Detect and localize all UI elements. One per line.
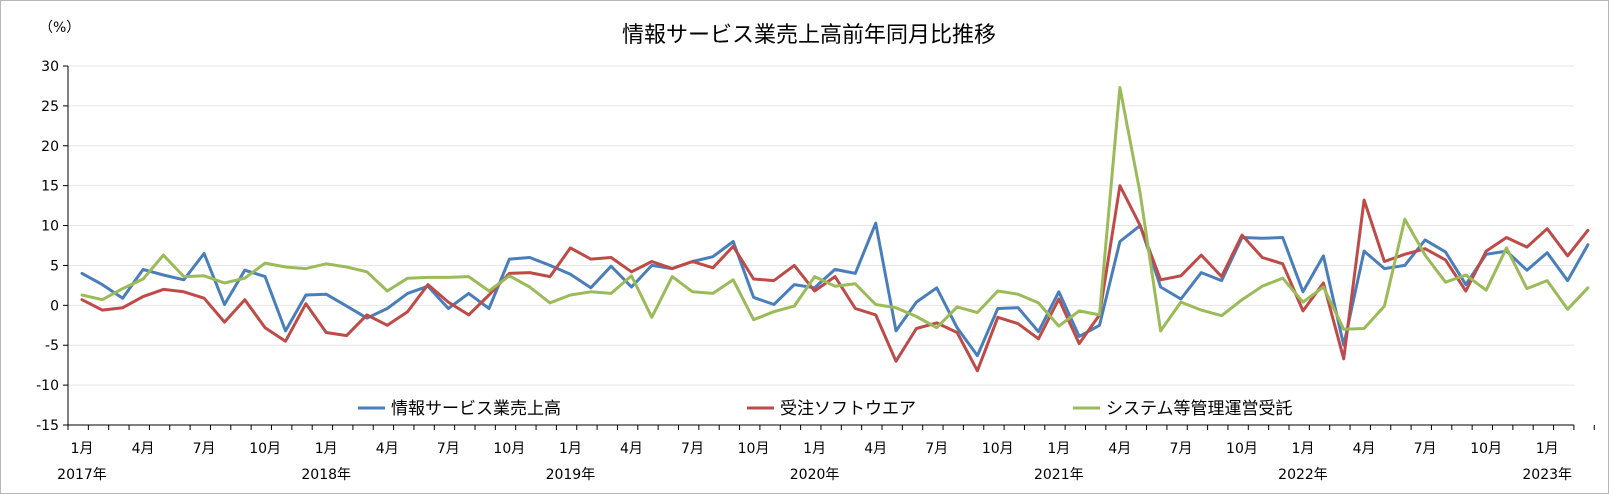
x-month-label: 10月: [493, 441, 525, 457]
x-month-label: 7月: [681, 441, 704, 457]
x-month-label: 10月: [249, 441, 281, 457]
x-month-label: 1月: [1047, 441, 1070, 457]
x-year-label: 2019年: [546, 467, 596, 483]
y-tick-label: -5: [45, 338, 59, 354]
y-tick-label: 15: [41, 179, 59, 195]
x-month-label: 4月: [132, 441, 155, 457]
series-lines: [80, 86, 1590, 373]
y-tick-label: 25: [41, 99, 59, 115]
x-year-label: 2022年: [1278, 467, 1328, 483]
y-axis-unit: （%）: [39, 20, 80, 36]
x-year-label: 2018年: [301, 467, 351, 483]
x-month-label: 1月: [1536, 441, 1559, 457]
x-month-label: 7月: [1169, 441, 1192, 457]
legend: 情報サービス業売上高 受注ソフトウエア システム等管理運営受託: [358, 399, 1293, 419]
y-tick-label: 0: [50, 298, 59, 314]
x-month-label: 4月: [1353, 441, 1376, 457]
x-month-label: 4月: [864, 441, 887, 457]
legend-label-3: システム等管理運営受託: [1106, 399, 1293, 419]
x-month-label: 1月: [559, 441, 582, 457]
x-year-label: 2021年: [1034, 467, 1084, 483]
x-month-label: 4月: [376, 441, 399, 457]
x-month-label: 7月: [1414, 441, 1437, 457]
x-month-label: 10月: [738, 441, 770, 457]
series-line-3: [80, 86, 1590, 333]
x-month-label: 10月: [1470, 441, 1502, 457]
x-month-label: 1月: [71, 441, 94, 457]
x-month-label: 4月: [620, 441, 643, 457]
x-month-label: 10月: [982, 441, 1014, 457]
x-month-label: 1月: [1292, 441, 1315, 457]
x-month-label: 1月: [315, 441, 338, 457]
axes: [63, 65, 1595, 430]
y-tick-label: 20: [41, 139, 59, 155]
series-line-2: [80, 184, 1590, 373]
legend-label-2: 受注ソフトウエア: [780, 399, 916, 419]
x-month-label: 7月: [193, 441, 216, 457]
x-month-label: 1月: [803, 441, 826, 457]
x-year-label: 2017年: [57, 467, 107, 483]
x-month-label: 4月: [1108, 441, 1131, 457]
x-year-label: 2023年: [1522, 467, 1572, 483]
x-tick-labels: 1月 4月 7月 10月 1月 4月 7月 10月 1月 4月 7月 10月 1月 4月 7月 10月 1月 4月…: [57, 441, 1572, 483]
series-line-1: [80, 221, 1590, 358]
y-tick-label: 5: [50, 258, 59, 274]
gridlines: [68, 65, 1574, 386]
y-tick-label: -15: [36, 418, 59, 434]
y-tick-labels: 30 25 20 15 10 5 0 -5 -10 -15: [36, 59, 59, 434]
y-tick-label: -10: [36, 378, 59, 394]
y-tick-label: 10: [41, 219, 59, 235]
x-month-label: 7月: [437, 441, 460, 457]
y-tick-label: 30: [41, 59, 59, 75]
legend-label-1: 情報サービス業売上高: [391, 399, 561, 419]
chart-title: 情報サービス業売上高前年同月比推移: [622, 23, 996, 48]
x-month-label: 7月: [925, 441, 948, 457]
x-month-label: 10月: [1226, 441, 1258, 457]
x-year-label: 2020年: [790, 467, 840, 483]
